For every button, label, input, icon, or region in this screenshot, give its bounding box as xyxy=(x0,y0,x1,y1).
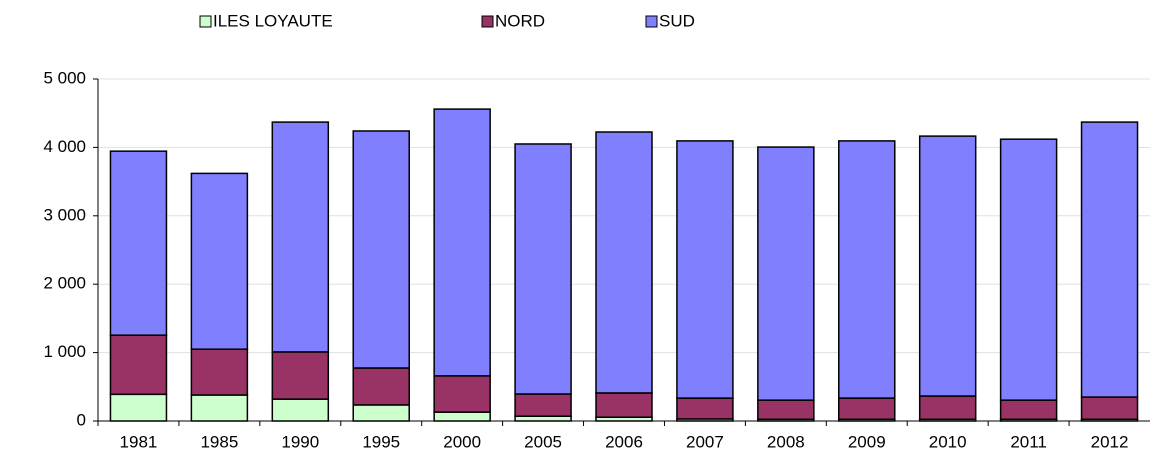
bar-segment xyxy=(838,397,896,421)
bar-segment xyxy=(838,140,896,399)
legend-label: ILES LOYAUTE xyxy=(213,11,333,30)
bar-segment xyxy=(109,393,168,422)
legend-swatch xyxy=(481,15,494,28)
bar-segment xyxy=(757,146,815,401)
x-tick-label: 1985 xyxy=(200,432,238,451)
x-tick-label: 2008 xyxy=(767,432,805,451)
bar-segment xyxy=(757,399,815,421)
x-tick-label: 1990 xyxy=(281,432,319,451)
bar-segment xyxy=(433,411,491,422)
bar-segment xyxy=(999,138,1058,401)
bar-segment xyxy=(1080,121,1139,398)
x-tick-label: 2009 xyxy=(848,432,886,451)
x-tick-label: 1981 xyxy=(120,432,158,451)
bar-segment xyxy=(514,393,572,417)
bar-segment xyxy=(433,108,491,377)
bar-segment xyxy=(595,392,653,418)
bar-segment xyxy=(352,130,410,369)
bar-segment xyxy=(999,399,1058,421)
legend-label: NORD xyxy=(495,11,545,30)
x-tick-label: 1995 xyxy=(362,432,400,451)
bar-segment xyxy=(190,172,249,350)
bar-segment xyxy=(190,348,249,396)
x-tick-label: 2007 xyxy=(686,432,724,451)
y-tick-label: 1 000 xyxy=(43,342,86,361)
bar-segment xyxy=(595,131,653,394)
bar-segment xyxy=(271,121,330,353)
x-tick-label: 2011 xyxy=(1010,432,1047,451)
legend-swatch xyxy=(645,15,658,28)
bar-segment xyxy=(514,143,572,395)
bar-segment xyxy=(109,334,168,396)
legend-swatch xyxy=(199,15,212,28)
y-tick-label: 2 000 xyxy=(43,274,86,293)
x-tick-label: 2000 xyxy=(443,432,481,451)
bar-segment xyxy=(676,140,734,399)
bar-segment xyxy=(352,367,410,406)
x-tick-label: 2005 xyxy=(524,432,562,451)
bar-segment xyxy=(918,135,977,397)
y-tick-label: 4 000 xyxy=(43,137,86,156)
bar-segment xyxy=(271,398,330,422)
bar-segment xyxy=(271,351,330,400)
bar-segment xyxy=(352,404,410,422)
bar-segment xyxy=(190,394,249,422)
bar-segment xyxy=(918,395,977,421)
x-tick-label: 2010 xyxy=(929,432,967,451)
y-tick-label: 5 000 xyxy=(43,68,86,87)
y-tick-label: 0 xyxy=(77,410,86,429)
x-tick-label: 2012 xyxy=(1091,432,1129,451)
y-tick-label: 3 000 xyxy=(43,205,86,224)
x-tick-label: 2006 xyxy=(605,432,643,451)
bar-segment xyxy=(676,397,734,420)
legend-label: SUD xyxy=(659,11,695,30)
bar-segment xyxy=(433,375,491,413)
bar-segment xyxy=(109,150,168,336)
bar-segment xyxy=(1080,396,1139,421)
